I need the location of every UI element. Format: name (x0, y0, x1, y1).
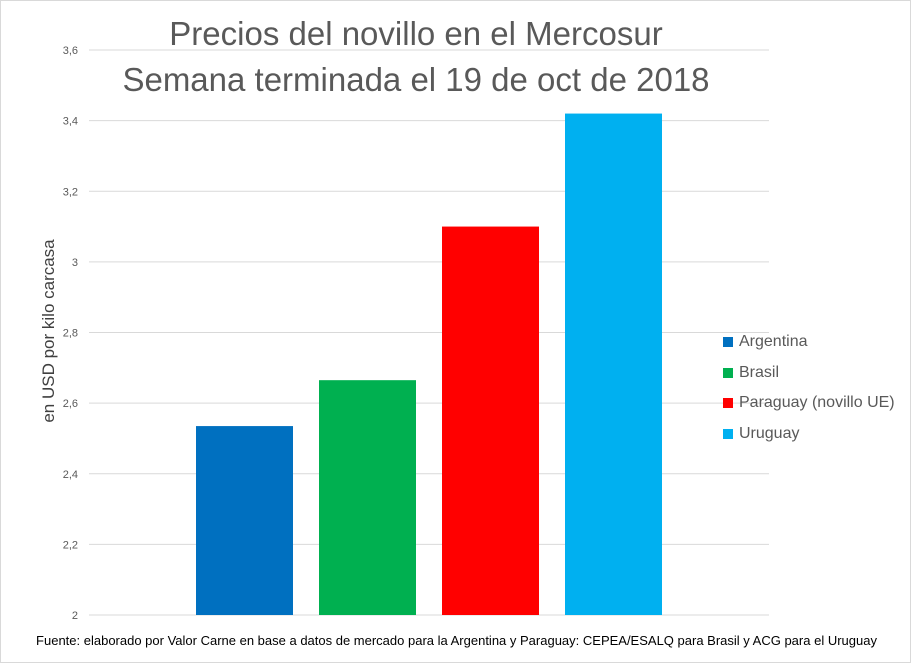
y-tick-label: 2,6 (63, 398, 78, 410)
legend-item-brasil: Brasil (723, 358, 895, 389)
legend-label-paraguay: Paraguay (novillo UE) (739, 394, 895, 412)
legend-swatch-paraguay (723, 398, 733, 409)
bar-uruguay (565, 113, 662, 615)
chart-title: Precios del novillo en el Mercosur (169, 15, 663, 52)
legend-label-argentina: Argentina (739, 333, 808, 351)
y-tick-label: 3,6 (63, 45, 78, 57)
y-tick-label: 3,2 (63, 186, 78, 198)
y-tick-label: 2,2 (63, 539, 78, 551)
y-tick-label: 2,8 (63, 328, 78, 340)
bar-brasil (319, 380, 416, 615)
legend-swatch-brasil (723, 367, 733, 378)
chart-subtitle: Semana terminada el 19 de oct de 2018 (122, 61, 710, 98)
legend: Argentina Brasil Paraguay (novillo UE) U… (723, 327, 895, 449)
bar-paraguay (442, 226, 539, 615)
y-tick-label: 3 (72, 257, 78, 269)
y-tick-label: 3,4 (63, 116, 78, 128)
y-axis-label: en USD por kilo carcasa (39, 239, 58, 423)
bar-argentina (196, 426, 293, 615)
legend-item-uruguay: Uruguay (723, 419, 895, 450)
source-note: Fuente: elaborado por Valor Carne en bas… (36, 633, 877, 648)
y-tick-label: 2,4 (63, 469, 78, 481)
legend-label-brasil: Brasil (739, 363, 780, 381)
legend-label-uruguay: Uruguay (739, 424, 800, 442)
y-tick-label: 2 (72, 610, 78, 622)
legend-swatch-uruguay (723, 428, 733, 439)
legend-swatch-argentina (723, 337, 733, 348)
legend-item-argentina: Argentina (723, 327, 895, 358)
legend-item-paraguay: Paraguay (novillo UE) (723, 388, 895, 419)
